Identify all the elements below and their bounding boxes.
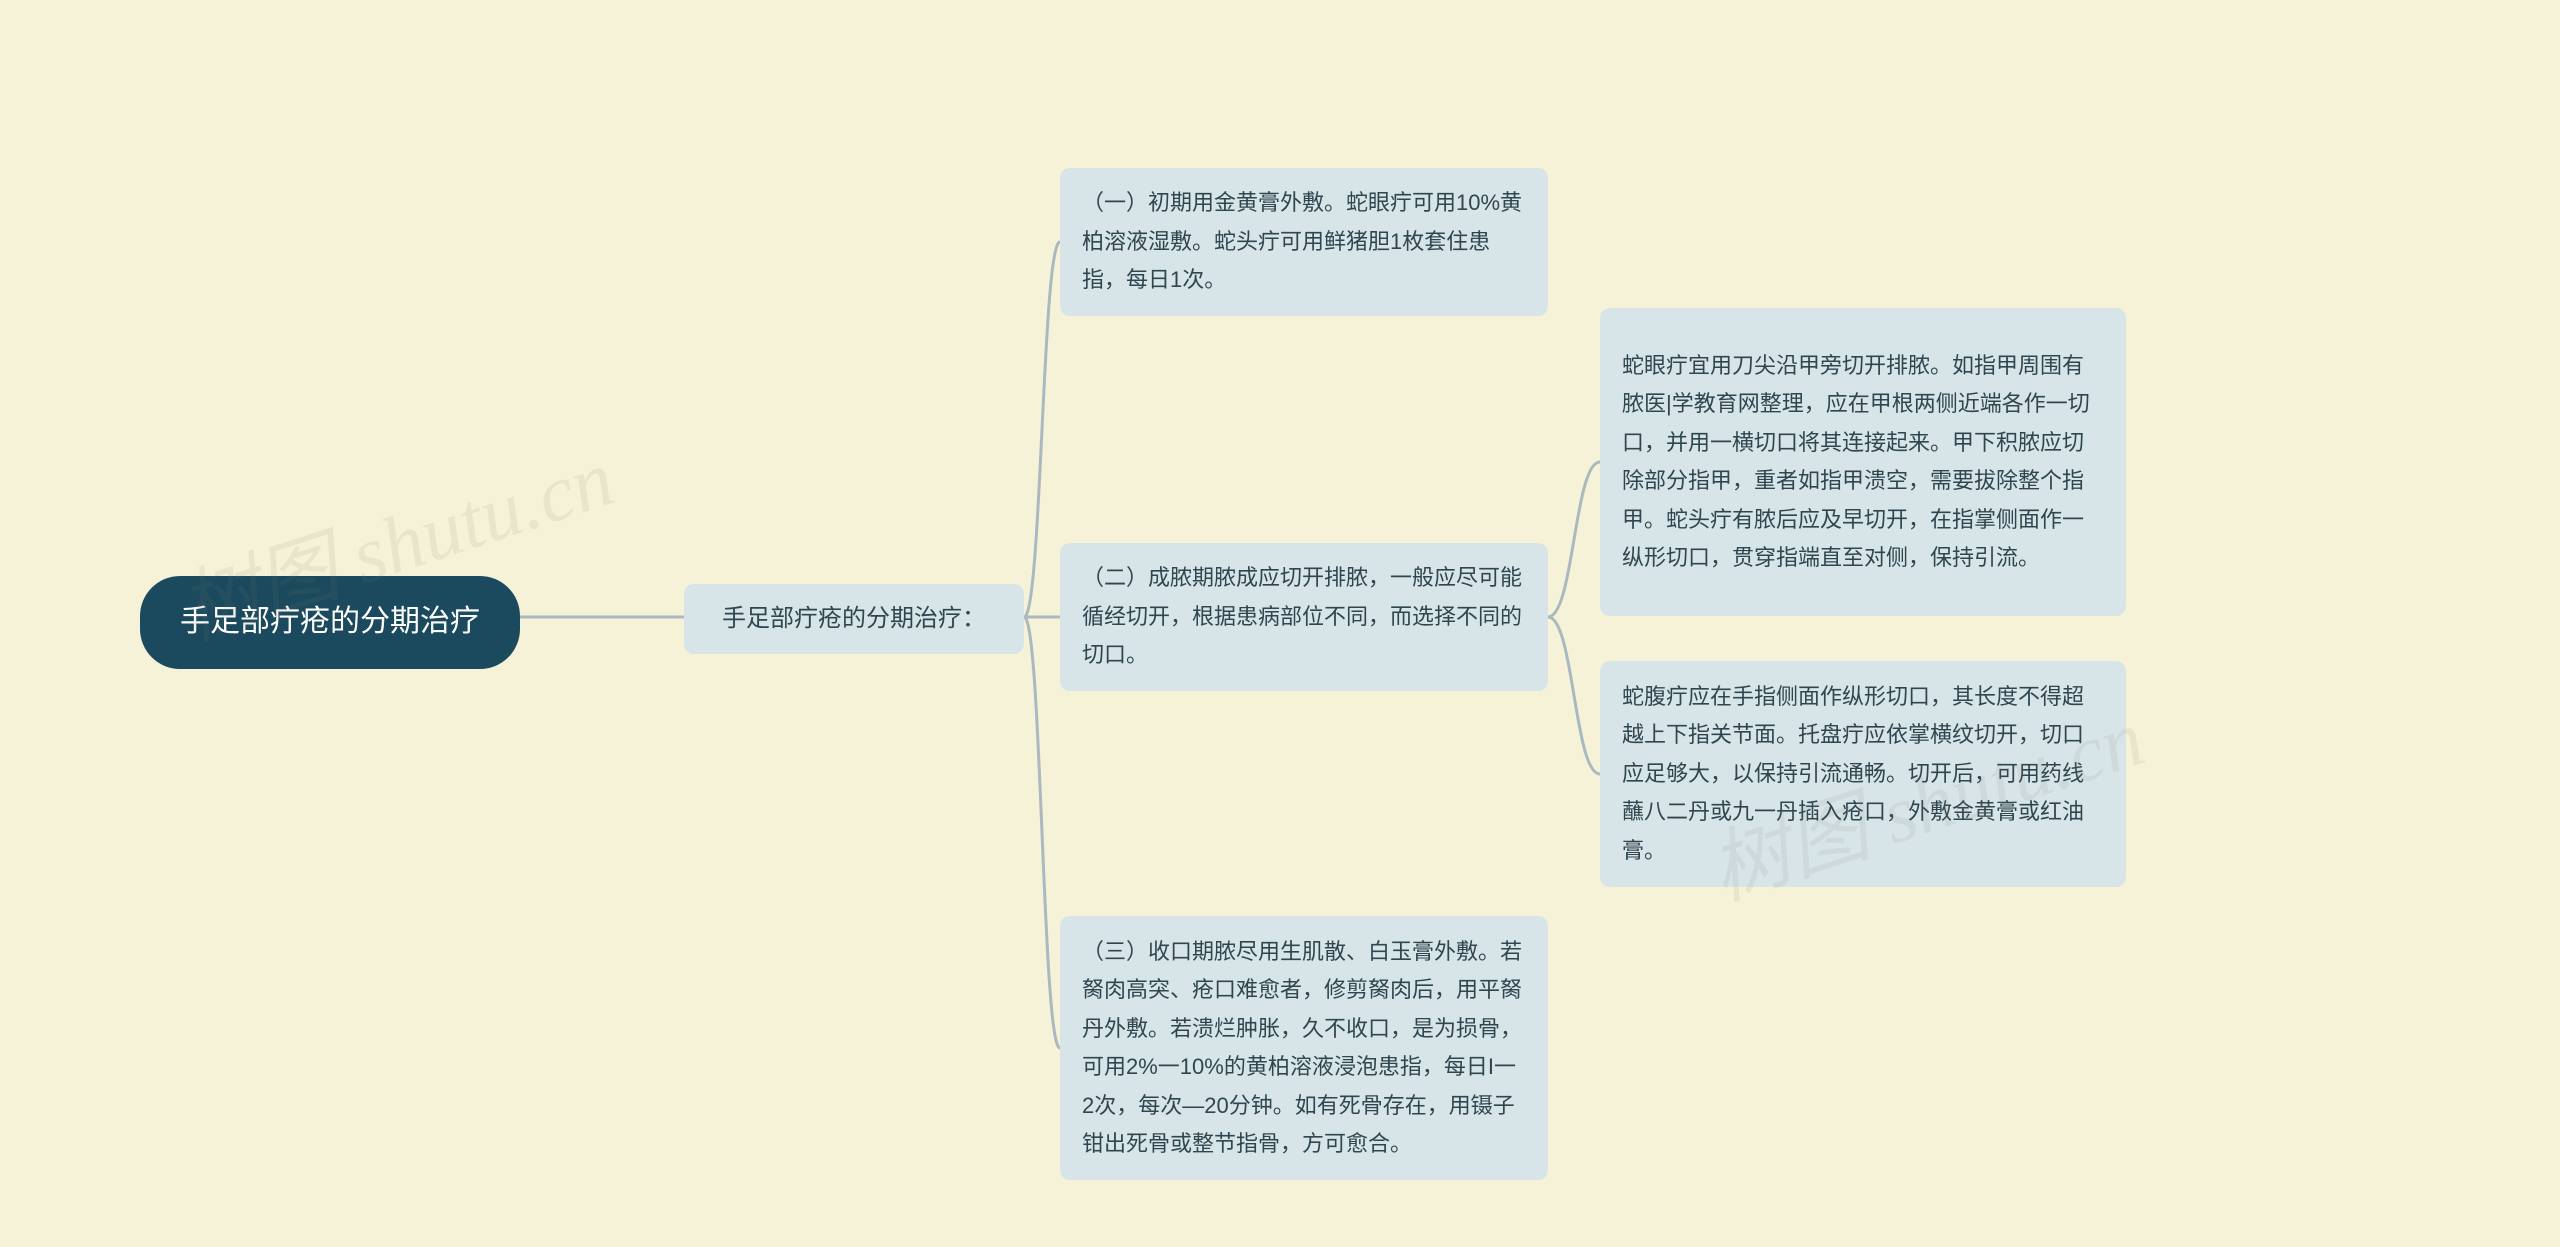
leaf-node-b2[interactable]: 蛇腹疔应在手指侧面作纵形切口，其长度不得超越上下指关节面。托盘疔应依掌横纹切开，… (1600, 661, 2126, 887)
leaf-node-a[interactable]: （一）初期用金黄膏外敷。蛇眼疔可用10%黄柏溶液湿敷。蛇头疔可用鲜猪胆1枚套住患… (1060, 168, 1548, 316)
leaf-label: 蛇腹疔应在手指侧面作纵形切口，其长度不得超越上下指关节面。托盘疔应依掌横纹切开，… (1622, 678, 2104, 871)
leaf-label: （三）收口期脓尽用生肌散、白玉膏外敷。若胬肉高突、疮口难愈者，修剪胬肉后，用平胬… (1082, 933, 1526, 1164)
root-node[interactable]: 手足部疔疮的分期治疗 (140, 576, 520, 669)
leaf-node-b1[interactable]: 蛇眼疔宜用刀尖沿甲旁切开排脓。如指甲周围有脓医|学教育网整理，应在甲根两侧近端各… (1600, 308, 2126, 616)
level1-node[interactable]: 手足部疔疮的分期治疗： (684, 584, 1024, 654)
root-label: 手足部疔疮的分期治疗 (180, 596, 480, 649)
leaf-label: 蛇眼疔宜用刀尖沿甲旁切开排脓。如指甲周围有脓医|学教育网整理，应在甲根两侧近端各… (1622, 347, 2104, 578)
leaf-node-b[interactable]: （二）成脓期脓成应切开排脓，一般应尽可能循经切开，根据患病部位不同，而选择不同的… (1060, 543, 1548, 691)
level1-label: 手足部疔疮的分期治疗： (722, 598, 986, 640)
leaf-label: （一）初期用金黄膏外敷。蛇眼疔可用10%黄柏溶液湿敷。蛇头疔可用鲜猪胆1枚套住患… (1082, 184, 1526, 300)
mindmap-canvas: 手足部疔疮的分期治疗 手足部疔疮的分期治疗： （一）初期用金黄膏外敷。蛇眼疔可用… (0, 0, 2560, 1247)
leaf-node-c[interactable]: （三）收口期脓尽用生肌散、白玉膏外敷。若胬肉高突、疮口难愈者，修剪胬肉后，用平胬… (1060, 916, 1548, 1180)
leaf-label: （二）成脓期脓成应切开排脓，一般应尽可能循经切开，根据患病部位不同，而选择不同的… (1082, 559, 1526, 675)
